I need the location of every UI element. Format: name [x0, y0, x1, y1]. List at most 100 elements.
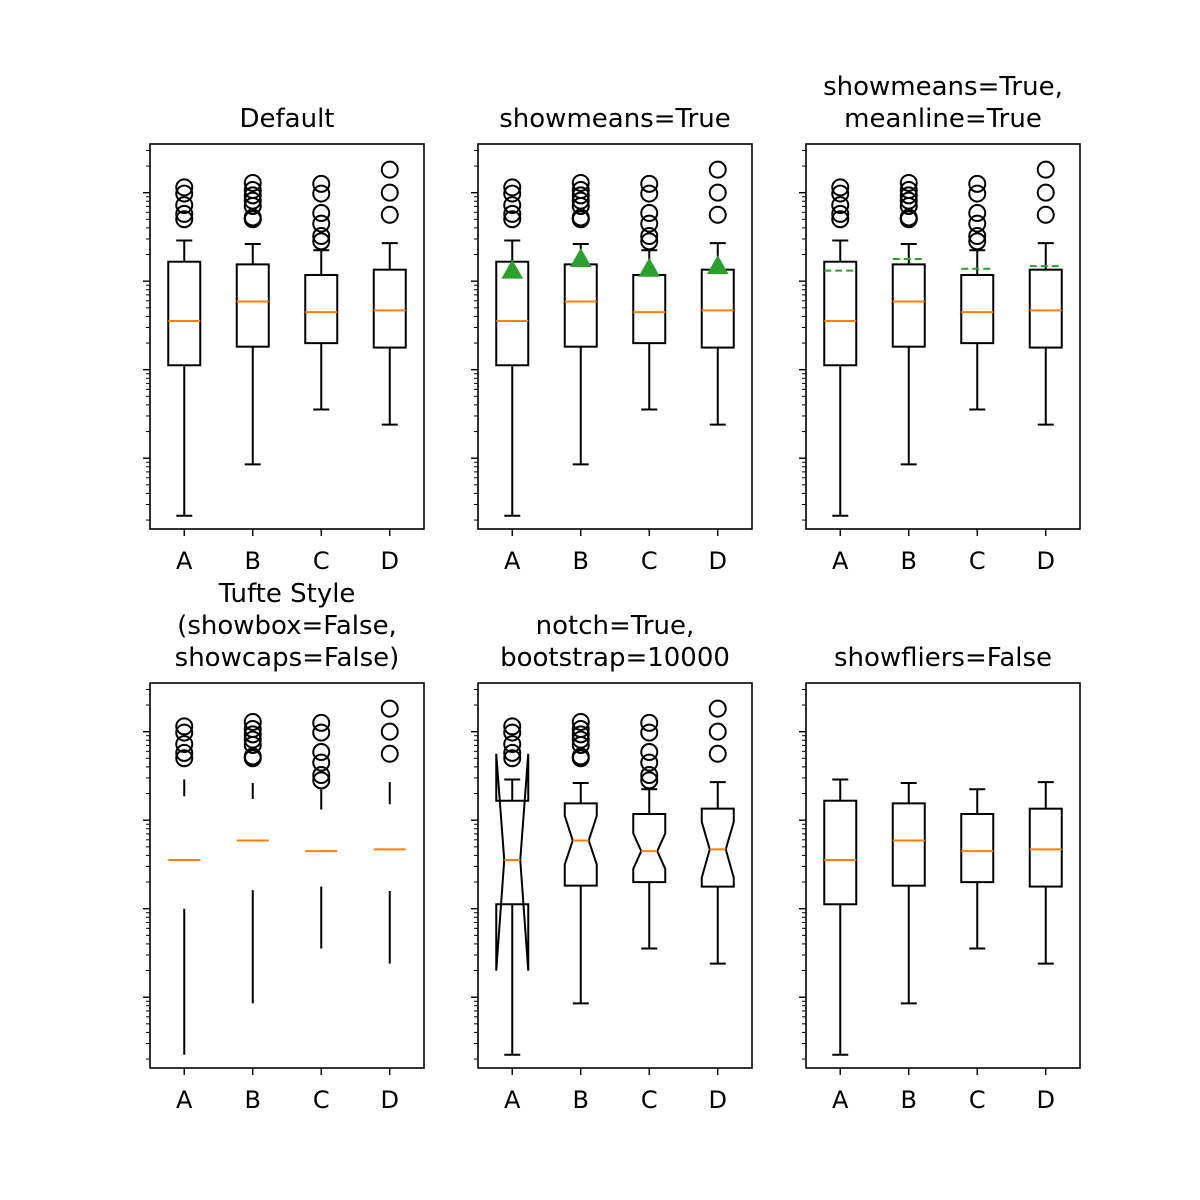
flier-point [175, 735, 194, 754]
flier-point [831, 178, 850, 197]
flier-point [899, 191, 918, 210]
plot-frame [805, 143, 1081, 530]
box [304, 273, 339, 345]
flier-point [708, 699, 727, 718]
flier-point [1036, 183, 1055, 202]
flier-point [175, 196, 194, 215]
box-C: C [960, 788, 995, 1114]
x-tick-label: B [573, 1086, 589, 1114]
notched-box [563, 802, 598, 887]
panel-6: showfliers=False A B C D [799, 643, 1081, 1114]
panel-2: showmeans=True A B C D [471, 104, 753, 575]
plot-frame [477, 143, 753, 530]
flier-point [640, 184, 659, 203]
box [823, 260, 858, 367]
panel-title: notch=True, [536, 611, 695, 641]
flier-point [640, 771, 659, 790]
box [891, 263, 926, 348]
box [891, 802, 926, 887]
flier-point [175, 204, 194, 223]
x-tick-label: C [641, 1086, 658, 1114]
x-tick-label: B [901, 547, 917, 575]
x-tick-label: C [969, 1086, 986, 1114]
flier-point [312, 743, 331, 762]
notched-box [495, 753, 530, 971]
flier-point [175, 743, 194, 762]
box-B: B [563, 173, 598, 575]
flier-point [968, 204, 987, 223]
flier-point [708, 744, 727, 763]
x-tick-label: D [709, 547, 727, 575]
plot-frame [149, 682, 425, 1069]
flier-point [312, 184, 331, 203]
panel-5: notch=True,bootstrap=10000 A B C D [471, 611, 753, 1114]
panel-title: showmeans=True [499, 104, 731, 134]
flier-point [640, 713, 659, 732]
flier-point [640, 743, 659, 762]
notched-box [632, 812, 667, 884]
flier-point [243, 712, 262, 731]
flier-point [640, 214, 659, 233]
flier-point [968, 227, 987, 246]
box-A: A [823, 178, 858, 575]
flier-point [380, 160, 399, 179]
flier-point [312, 214, 331, 233]
flier-point [175, 210, 194, 229]
panel-3: showmeans=True,meanline=True A B C D [799, 72, 1081, 575]
x-tick-label: B [245, 1086, 261, 1114]
box-C: C [632, 713, 667, 1114]
flier-point [571, 173, 590, 192]
panel-title: (showbox=False, [177, 611, 397, 641]
flier-point [571, 186, 590, 205]
box-C: C [960, 174, 995, 575]
x-tick-label: B [245, 547, 261, 575]
flier-point [243, 730, 262, 749]
flier-point [312, 227, 331, 246]
box [960, 273, 995, 345]
flier-point [243, 181, 262, 200]
flier-point [503, 723, 522, 742]
x-tick-label: A [832, 547, 849, 575]
flier-point [1036, 160, 1055, 179]
flier-point [571, 725, 590, 744]
box-A: A [823, 778, 858, 1114]
flier-point [571, 181, 590, 200]
flier-point [640, 227, 659, 246]
flier-point [175, 749, 194, 768]
flier-point [1036, 205, 1055, 224]
flier-point [380, 744, 399, 763]
x-tick-label: C [313, 1086, 330, 1114]
box-D: D [1028, 160, 1063, 575]
x-tick-label: D [1037, 547, 1055, 575]
mean-marker [706, 255, 729, 275]
flier-point [312, 204, 331, 223]
flier-point [571, 191, 590, 210]
flier-point [312, 713, 331, 732]
flier-point [503, 204, 522, 223]
flier-point [640, 723, 659, 742]
panel-title: bootstrap=10000 [500, 643, 730, 673]
plot-frame [477, 682, 753, 1069]
x-tick-label: A [504, 547, 521, 575]
flier-point [312, 174, 331, 193]
box-B: B [235, 173, 270, 575]
flier-point [175, 184, 194, 203]
panel-title: Default [240, 104, 335, 134]
x-tick-label: A [176, 547, 193, 575]
flier-point [571, 720, 590, 739]
flier-point [312, 232, 331, 251]
flier-point [640, 232, 659, 251]
flier-point [503, 743, 522, 762]
flier-point [831, 196, 850, 215]
x-tick-label: A [176, 1086, 193, 1114]
flier-point [968, 184, 987, 203]
box-D: D [373, 699, 406, 1114]
flier-point [640, 204, 659, 223]
flier-point [640, 766, 659, 785]
x-tick-label: C [313, 547, 330, 575]
flier-point [380, 205, 399, 224]
flier-point [831, 184, 850, 203]
flier-point [968, 232, 987, 251]
box-D: D [1028, 781, 1063, 1114]
x-tick-label: D [1037, 1086, 1055, 1114]
